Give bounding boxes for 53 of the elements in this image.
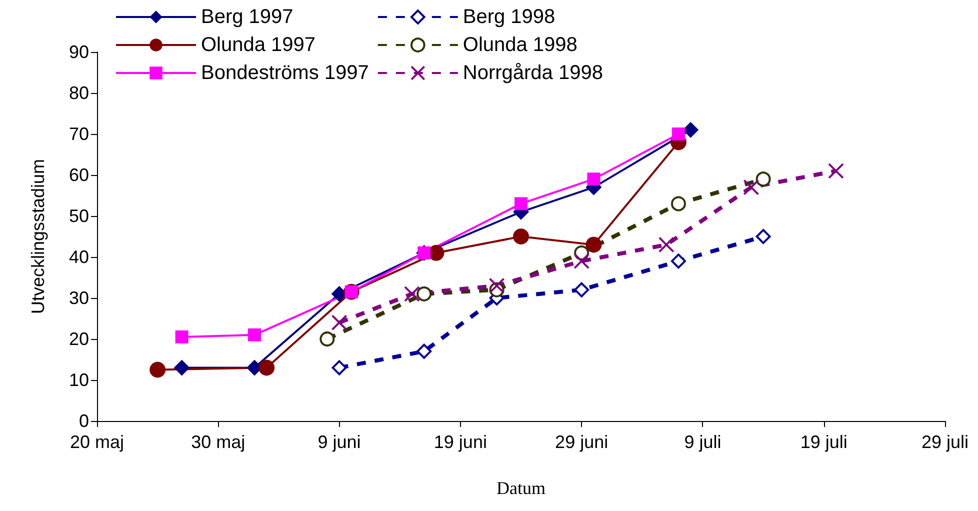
x-tick-label: 20 maj [70, 432, 124, 452]
point [743, 179, 760, 196]
y-tick-label: 40 [68, 247, 89, 267]
point [682, 122, 699, 138]
x-tick-label: 29 juni [555, 432, 608, 452]
x-tick-label: 19 juni [434, 432, 487, 452]
point [672, 128, 685, 140]
point [331, 314, 348, 331]
point [574, 282, 590, 298]
legend-label: Berg 1997 [201, 6, 294, 28]
point [416, 344, 432, 359]
point [320, 332, 335, 346]
point [670, 254, 686, 269]
point [332, 360, 347, 376]
point [671, 196, 686, 212]
legend-label: Norrgårda 1998 [462, 62, 603, 84]
point [174, 360, 190, 376]
y-tick-label: 0 [78, 411, 89, 431]
y-tick-label: 70 [68, 124, 89, 144]
point [828, 162, 844, 179]
y-tick-label: 80 [68, 83, 89, 103]
x-tick-label: 30 maj [191, 432, 246, 452]
point [248, 328, 261, 342]
x-tick-label: 9 juli [684, 432, 722, 452]
point [416, 286, 432, 302]
y-tick-label: 10 [68, 370, 89, 390]
point [513, 228, 529, 244]
y-tick-label: 90 [68, 42, 89, 62]
point [488, 278, 505, 294]
legend-label: Bondeströms 1997 [201, 62, 369, 84]
x-tick-label: 29 juli [921, 432, 969, 452]
point [658, 236, 674, 253]
point [586, 236, 602, 253]
x-tick-label: 19 juli [800, 432, 848, 452]
point [175, 330, 188, 344]
y-tick-label: 60 [68, 165, 89, 185]
legend-label: Olunda 1998 [462, 34, 578, 56]
point [574, 253, 590, 270]
point [756, 172, 771, 187]
point [587, 172, 600, 186]
point [756, 229, 771, 244]
point [150, 362, 166, 378]
point [514, 197, 528, 210]
y-axis-title: Utvecklingsstadium [28, 158, 48, 314]
x-tick-label: 9 juni [318, 432, 361, 452]
y-tick-label: 30 [68, 288, 89, 308]
y-tick-label: 20 [68, 329, 89, 349]
legend-label: Berg 1998 [462, 6, 556, 28]
legend-label: Olunda 1997 [201, 34, 316, 56]
y-tick-label: 50 [68, 206, 89, 226]
x-axis-title: Datum [496, 478, 546, 498]
point [258, 360, 275, 376]
point [404, 286, 420, 302]
